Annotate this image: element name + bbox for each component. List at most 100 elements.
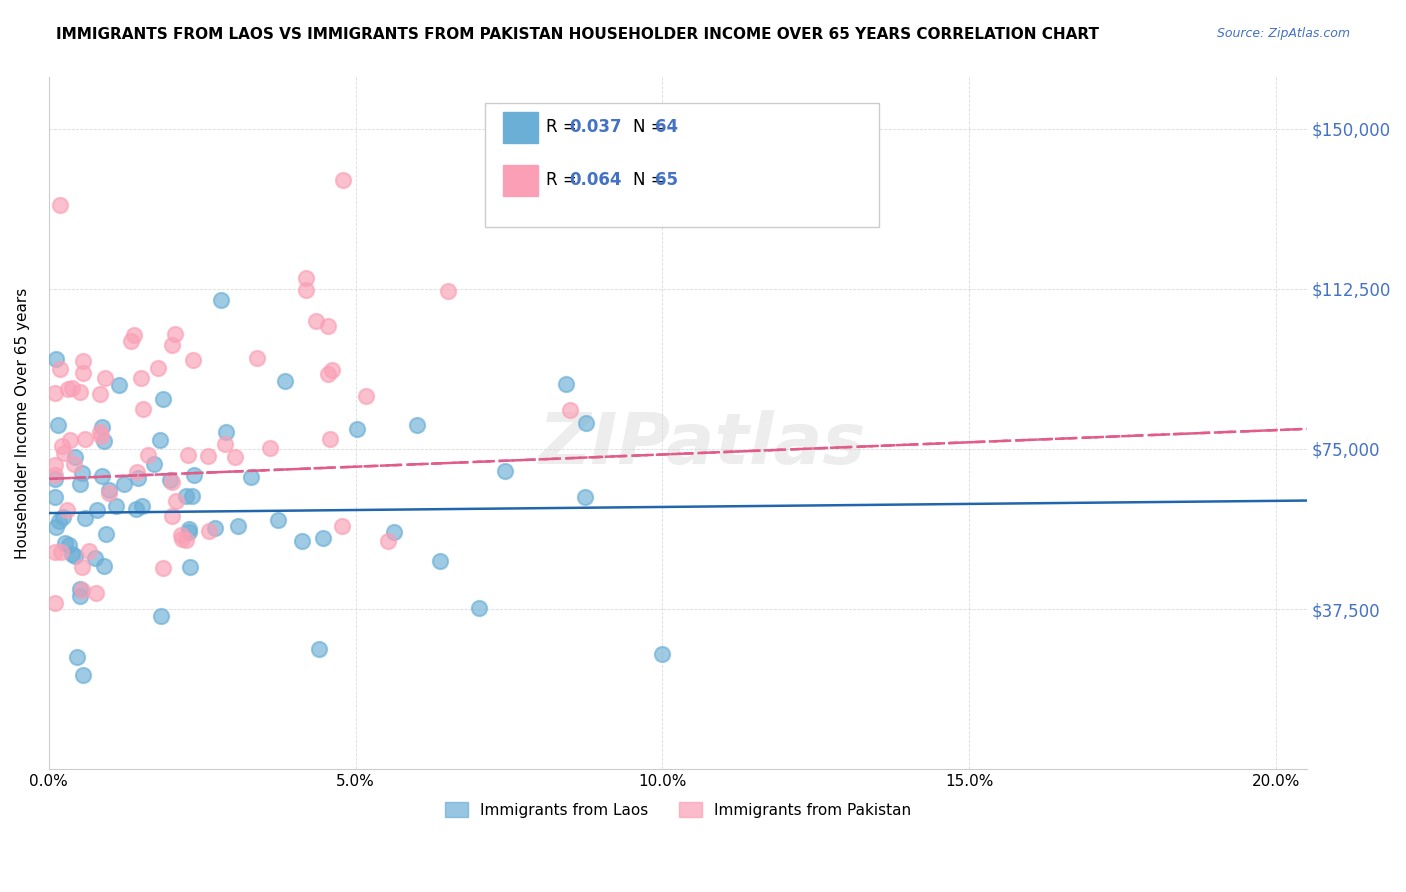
Legend: Immigrants from Laos, Immigrants from Pakistan: Immigrants from Laos, Immigrants from Pa…: [439, 796, 917, 824]
Point: [204, 520, 226, 534]
Point: [63, 458, 86, 472]
Point: [406, 418, 429, 433]
Point: [181, 489, 204, 503]
Point: [105, 499, 128, 513]
Point: [124, 328, 146, 343]
Point: [44, 467, 66, 482]
Point: [152, 560, 174, 574]
Point: [44, 472, 66, 486]
Point: [112, 476, 135, 491]
Point: [209, 293, 232, 307]
Point: [316, 367, 339, 381]
Point: [295, 284, 318, 298]
Point: [69, 589, 91, 603]
Point: [436, 284, 458, 298]
Point: [176, 489, 198, 503]
Point: [318, 432, 340, 446]
Point: [183, 467, 205, 482]
Point: [163, 326, 186, 341]
Point: [49, 544, 72, 558]
Point: [131, 499, 153, 513]
Point: [558, 403, 581, 417]
Point: [60, 547, 83, 561]
Point: [330, 519, 353, 533]
Point: [45, 352, 67, 367]
Point: [94, 371, 117, 385]
Point: [70, 466, 93, 480]
Point: [165, 494, 187, 508]
Point: [56, 502, 79, 516]
Point: [51, 439, 73, 453]
Point: [316, 318, 339, 333]
Point: [52, 446, 75, 460]
Text: 0.064: 0.064: [569, 171, 621, 189]
Point: [170, 528, 193, 542]
Text: Source: ZipAtlas.com: Source: ZipAtlas.com: [1216, 27, 1350, 40]
Point: [93, 558, 115, 573]
Point: [142, 457, 165, 471]
Point: [127, 471, 149, 485]
Point: [72, 354, 94, 368]
Point: [49, 197, 72, 211]
Point: [53, 536, 76, 550]
Point: [98, 483, 121, 498]
Point: [72, 366, 94, 380]
Point: [72, 668, 94, 682]
Point: [72, 560, 94, 574]
Text: 0.037: 0.037: [569, 118, 621, 136]
Point: [70, 582, 93, 597]
Text: IMMIGRANTS FROM LAOS VS IMMIGRANTS FROM PAKISTAN HOUSEHOLDER INCOME OVER 65 YEAR: IMMIGRANTS FROM LAOS VS IMMIGRANTS FROM …: [56, 27, 1099, 42]
Point: [312, 531, 335, 545]
Point: [152, 392, 174, 406]
Point: [77, 543, 100, 558]
Point: [44, 596, 66, 610]
Text: N =: N =: [633, 171, 669, 189]
Point: [45, 520, 67, 534]
Point: [321, 363, 343, 377]
Point: [346, 422, 368, 436]
Point: [179, 560, 201, 574]
Point: [44, 385, 66, 400]
Point: [494, 464, 516, 478]
Text: ZIPatlas: ZIPatlas: [540, 409, 866, 479]
Point: [159, 473, 181, 487]
Point: [97, 485, 120, 500]
Text: 65: 65: [655, 171, 678, 189]
Point: [48, 361, 70, 376]
Point: [377, 534, 399, 549]
Point: [214, 437, 236, 451]
Point: [63, 549, 86, 564]
Point: [89, 425, 111, 439]
Point: [83, 550, 105, 565]
Point: [332, 173, 354, 187]
Point: [48, 514, 70, 528]
Text: 64: 64: [655, 118, 678, 136]
Point: [181, 353, 204, 368]
Point: [160, 508, 183, 523]
Point: [214, 425, 236, 439]
Point: [197, 449, 219, 463]
Point: [69, 582, 91, 597]
Point: [554, 377, 576, 392]
Text: R =: R =: [546, 118, 582, 136]
Point: [58, 538, 80, 552]
Point: [90, 419, 112, 434]
Point: [94, 527, 117, 541]
Point: [56, 382, 79, 396]
Point: [136, 448, 159, 462]
Point: [246, 351, 269, 365]
Point: [150, 608, 173, 623]
Point: [75, 511, 97, 525]
Point: [295, 271, 318, 285]
Point: [44, 458, 66, 473]
Point: [69, 384, 91, 399]
Point: [132, 402, 155, 417]
Point: [468, 600, 491, 615]
Point: [273, 374, 295, 388]
Point: [177, 522, 200, 536]
Point: [93, 434, 115, 449]
Point: [44, 545, 66, 559]
Point: [305, 314, 328, 328]
Point: [63, 450, 86, 465]
Point: [60, 381, 83, 395]
